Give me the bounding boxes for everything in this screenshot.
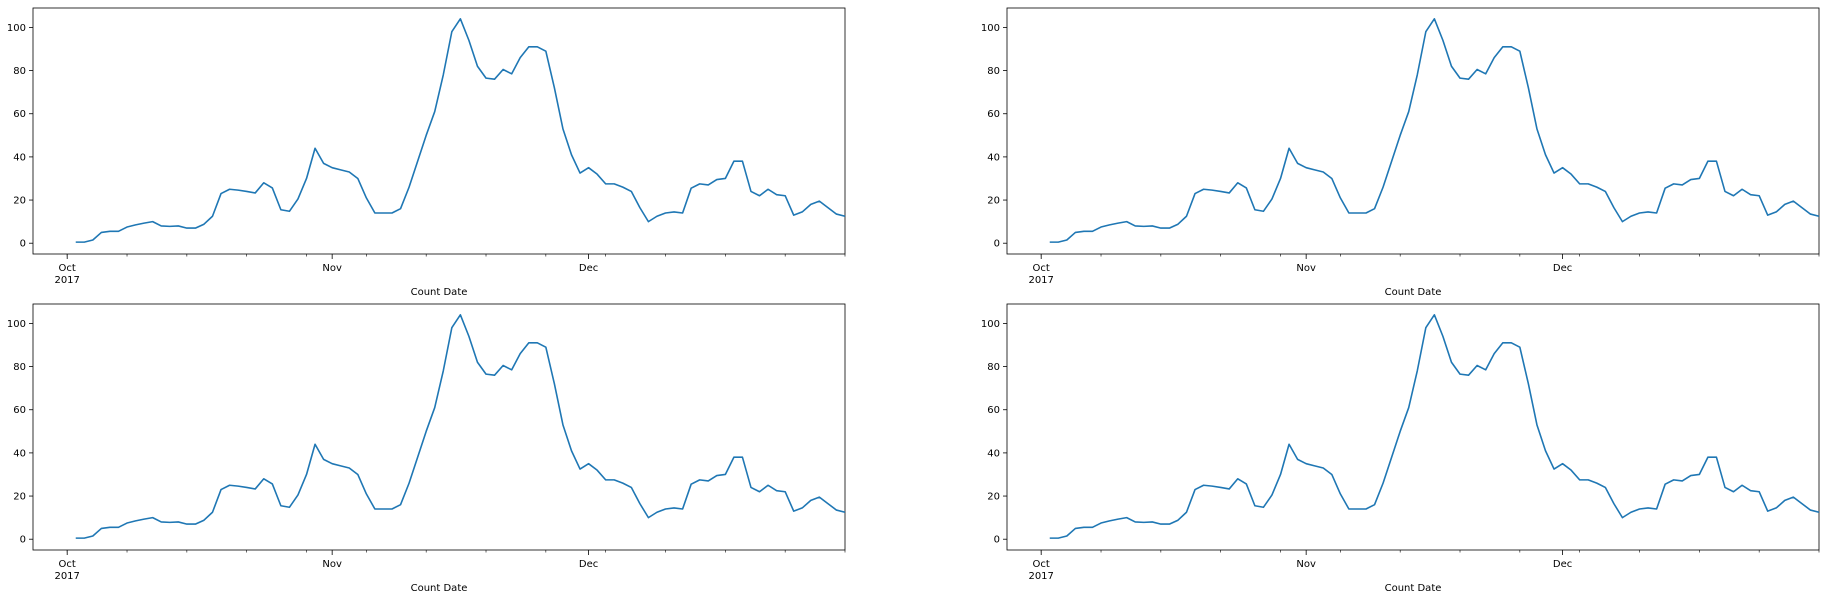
axes-frame: [32, 7, 846, 255]
y-tick-label: 40: [987, 448, 1000, 459]
x-axis-label: Count Date: [1385, 583, 1442, 594]
y-tick-label: 60: [13, 405, 26, 416]
y-tick-label: 40: [13, 152, 26, 163]
y-tick-label: 40: [987, 152, 1000, 163]
axes-frame: [32, 303, 846, 551]
x-tick-label: Oct: [1033, 263, 1050, 274]
y-tick-label: 60: [13, 109, 26, 120]
y-tick-label: 100: [981, 319, 1000, 330]
axes-frame: [1006, 303, 1820, 551]
y-tick-label: 80: [987, 362, 1000, 373]
x-tick-label: Nov: [322, 559, 342, 570]
y-tick-label: 100: [7, 23, 26, 34]
y-tick-label: 60: [987, 405, 1000, 416]
y-tick-label: 60: [987, 109, 1000, 120]
x-tick-sublabel: 2017: [54, 275, 79, 286]
x-tick-label: Dec: [1553, 263, 1572, 274]
x-tick-label: Nov: [1296, 559, 1316, 570]
y-tick-label: 40: [13, 448, 26, 459]
y-tick-label: 20: [987, 196, 1000, 207]
x-axis-label: Count Date: [1385, 287, 1442, 298]
y-tick-label: 0: [994, 535, 1000, 546]
axes-frame: [1006, 7, 1820, 255]
y-tick-label: 80: [13, 66, 26, 77]
x-tick-label: Nov: [322, 263, 342, 274]
series-line-1: [1049, 17, 1820, 243]
series-line-1: [1049, 313, 1820, 539]
x-tick-label: Oct: [59, 263, 76, 274]
x-tick-label: Oct: [59, 559, 76, 570]
x-tick-label: Dec: [579, 559, 598, 570]
y-tick-label: 100: [7, 319, 26, 330]
y-tick-label: 0: [20, 535, 26, 546]
x-axis-label: Count Date: [411, 583, 468, 594]
series-line-1: [75, 17, 846, 243]
y-tick-label: 0: [994, 239, 1000, 250]
x-tick-label: Oct: [1033, 559, 1050, 570]
y-tick-label: 80: [13, 362, 26, 373]
x-tick-sublabel: 2017: [54, 571, 79, 582]
y-tick-label: 0: [20, 239, 26, 250]
x-tick-label: Dec: [579, 263, 598, 274]
y-tick-label: 20: [987, 492, 1000, 503]
series-line-1: [75, 313, 846, 539]
y-tick-label: 20: [13, 492, 26, 503]
y-tick-label: 100: [981, 23, 1000, 34]
x-axis-label: Count Date: [411, 287, 468, 298]
x-tick-label: Nov: [1296, 263, 1316, 274]
x-tick-label: Dec: [1553, 559, 1572, 570]
x-tick-sublabel: 2017: [1028, 275, 1053, 286]
x-tick-sublabel: 2017: [1028, 571, 1053, 582]
y-tick-label: 80: [987, 66, 1000, 77]
y-tick-label: 20: [13, 196, 26, 207]
